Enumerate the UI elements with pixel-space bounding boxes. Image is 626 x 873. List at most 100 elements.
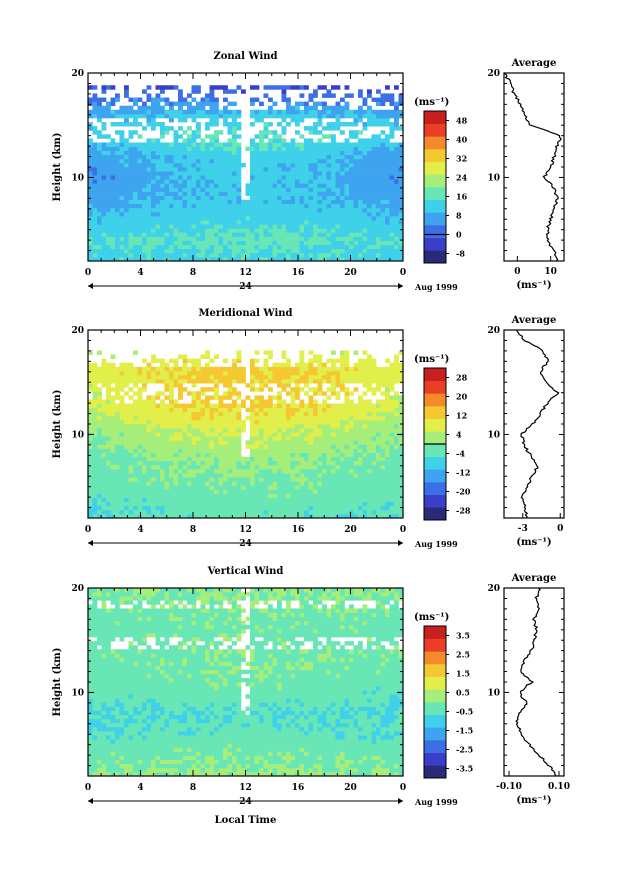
vertical-colorbar-tick: -2.5 [456,745,473,755]
vertical-xtick-label: 4 [137,783,143,793]
vertical-ytick-label: 10 [71,688,84,698]
zonal-colorbar: 48 40 32 24 16 8 0 -8 [423,110,468,264]
zonal-profile-xtick-label: 0 [514,267,520,277]
vertical-title: Vertical Wind [207,566,284,577]
meridional-colorbar-tick: 4 [456,430,462,440]
meridional-title: Meridional Wind [198,308,292,319]
vertical-profile-title: Average [511,573,557,584]
meridional-profile-ytick-label: 10 [487,430,500,440]
vertical-ytick-label: 20 [71,584,84,594]
zonal-profile-line [503,72,562,262]
meridional-profile-ytick-label: 20 [487,326,500,336]
meridional-colorbar-tick: -28 [456,506,471,516]
vertical-xtick-label: 0 [400,783,406,793]
zonal-profile-unit: (ms⁻¹) [516,280,551,291]
zonal-colorbar-tick: -8 [456,249,465,259]
zonal-colorbar-tick: 8 [456,211,462,221]
zonal-profile-xtick-label: 10 [544,267,557,277]
zonal-ytick-label: 10 [71,173,84,183]
meridional-average-profile: Average 10 20 -3 0 (ms⁻¹) [487,315,565,548]
vertical-colorbar-tick: -3.5 [456,764,473,774]
meridional-colorbar-tick: -20 [456,487,471,497]
vertical-ylabel: Height (km) [52,648,63,717]
vertical-colorbar-tick: 1.5 [456,669,470,679]
zonal-xtick-label: 4 [137,268,143,278]
meridional-month-label: Aug 1999 [414,539,458,549]
xlabel-local-time: Local Time [215,815,277,826]
meridional-profile-xtick-label: 0 [557,524,563,534]
vertical-xtick-label: 20 [344,783,357,793]
vertical-date-label: 24 [239,797,252,807]
vertical-colorbar-tick: 0.5 [456,688,470,698]
zonal-average-profile: Average 10 20 0 10 (ms⁻¹) [487,58,565,291]
vertical-panel: Vertical Wind 10 20 Height (km) 0 4 8 12 16 20 0 24… [52,566,473,807]
vertical-profile-xtick-label: -0.10 [496,782,522,792]
zonal-xtick-label: 16 [292,268,305,278]
meridional-profile-line [516,329,560,519]
vertical-colorbar: 3.5 2.5 1.5 0.5 -0.5 -1.5 -2.5 -3.5 [423,625,473,779]
vertical-profile-ytick-label: 20 [487,584,500,594]
meridional-xtick-label: 12 [239,525,252,535]
meridional-xtick-label: 0 [85,525,91,535]
vertical-profile-unit: (ms⁻¹) [516,795,551,806]
meridional-xtick-label: 16 [292,525,305,535]
zonal-colorbar-tick: 40 [456,135,468,145]
meridional-colorbar-tick: 20 [456,392,468,402]
meridional-xtick-label: 20 [344,525,357,535]
meridional-profile-title: Average [511,315,557,326]
meridional-panel: Meridional Wind 10 20 Height (km) 0 4 8 12 16 20 0… [52,308,471,549]
vertical-xtick-label: 0 [85,783,91,793]
meridional-ytick-label: 10 [71,430,84,440]
zonal-colorbar-tick: 0 [456,230,462,240]
vertical-month-label: Aug 1999 [414,797,458,807]
zonal-profile-title: Average [511,58,557,69]
vertical-profile-xtick-label: 0.10 [548,782,570,792]
meridional-profile-xtick-label: -3 [518,524,528,534]
meridional-colorbar: 28 20 12 4 -4 -12 -20 -28 [423,367,471,521]
meridional-profile-unit: (ms⁻¹) [516,537,551,548]
vertical-colorbar-tick: 2.5 [456,650,470,660]
zonal-ylabel: Height (km) [52,133,63,202]
zonal-colorbar-tick: 32 [456,154,467,164]
vertical-profile-line [515,587,557,777]
meridional-xtick-label: 0 [400,525,406,535]
meridional-date-label: 24 [239,539,252,549]
zonal-date-label: 24 [239,282,252,292]
zonal-xtick-label: 0 [400,268,406,278]
meridional-colorbar-tick: 12 [456,411,467,421]
meridional-xtick-label: 8 [190,525,196,535]
meridional-colorbar-unit: (ms⁻¹) [414,354,449,365]
zonal-profile-ytick-label: 10 [487,173,500,183]
vertical-colorbar-tick: 3.5 [456,631,470,641]
vertical-colorbar-tick: -0.5 [456,707,473,717]
zonal-xtick-label: 12 [239,268,252,278]
vertical-average-profile: Average 10 20 -0.10 0.10 (ms⁻¹) [487,573,569,806]
zonal-xtick-label: 0 [85,268,91,278]
meridional-ylabel: Height (km) [52,390,63,459]
vertical-xtick-label: 16 [292,783,305,793]
zonal-colorbar-tick: 24 [456,173,468,183]
meridional-colorbar-tick: -12 [456,468,470,478]
vertical-heatmap-field [88,588,404,777]
vertical-colorbar-tick: -1.5 [456,726,473,736]
zonal-xtick-label: 20 [344,268,357,278]
meridional-colorbar-tick: 28 [456,373,468,383]
zonal-month-label: Aug 1999 [414,282,458,292]
zonal-profile-ytick-label: 20 [487,69,500,79]
zonal-colorbar-tick: 16 [456,192,468,202]
meridional-xtick-label: 4 [137,525,143,535]
zonal-colorbar-unit: (ms⁻¹) [414,97,449,108]
vertical-xtick-label: 8 [190,783,196,793]
meridional-ytick-label: 20 [71,326,84,336]
zonal-xtick-label: 8 [190,268,196,278]
zonal-colorbar-tick: 48 [456,116,468,126]
vertical-profile-ytick-label: 10 [487,688,500,698]
zonal-title: Zonal Wind [213,51,277,62]
vertical-xtick-label: 12 [239,783,252,793]
meridional-heatmap-field [88,350,404,519]
meridional-colorbar-tick: -4 [456,449,465,459]
vertical-colorbar-unit: (ms⁻¹) [414,612,449,623]
zonal-ytick-label: 20 [71,69,84,79]
